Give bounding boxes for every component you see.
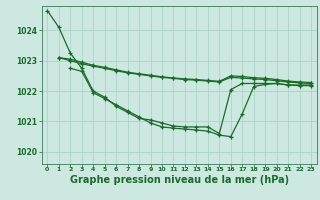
X-axis label: Graphe pression niveau de la mer (hPa): Graphe pression niveau de la mer (hPa) bbox=[70, 175, 289, 185]
